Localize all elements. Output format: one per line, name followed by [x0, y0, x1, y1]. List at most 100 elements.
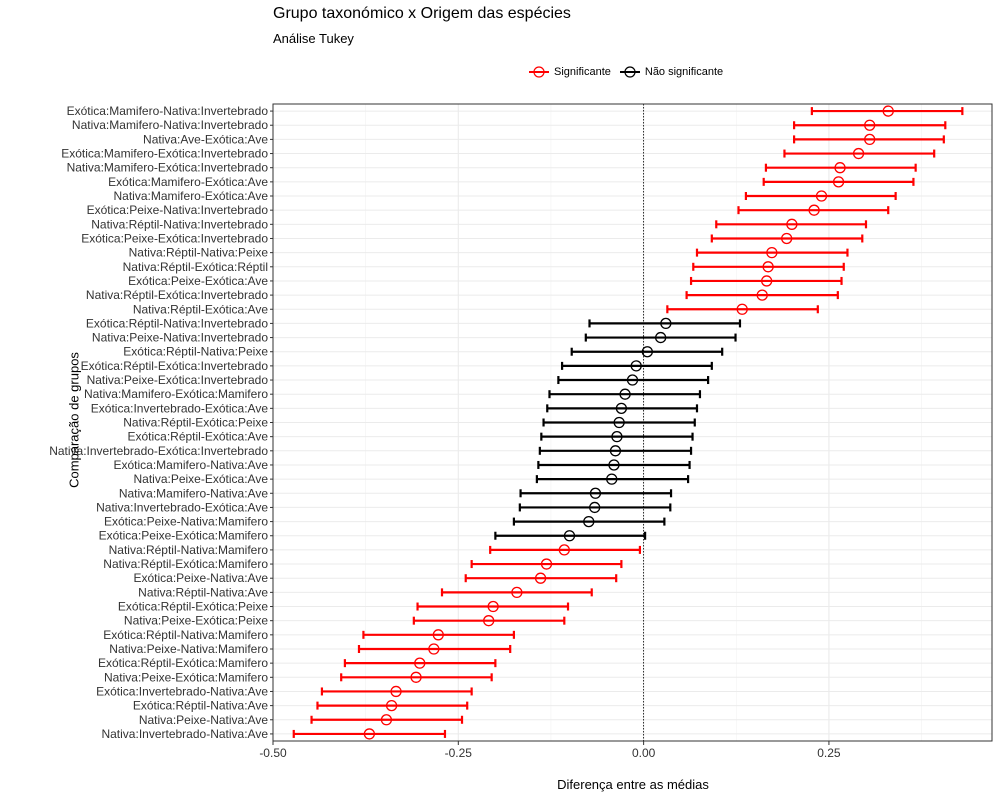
y-tick-label: Nativa:Mamifero-Nativa:Invertebrado	[72, 118, 268, 132]
y-tick-label: Exótica:Peixe-Nativa:Invertebrado	[87, 203, 269, 217]
y-tick-label: Exótica:Réptil-Nativa:Mamifero	[103, 628, 268, 642]
y-tick-label: Nativa:Invertebrado-Nativa:Ave	[101, 727, 268, 741]
mean-difference-point	[660, 317, 672, 330]
mean-difference-point	[410, 671, 422, 683]
mean-difference-point	[385, 699, 398, 712]
mean-difference-point	[615, 402, 628, 414]
mean-difference-point	[609, 445, 622, 457]
x-tick-label: -0.25	[445, 746, 473, 760]
y-tick-label: Nativa:Invertebrado-Exótica:Invertebrado	[49, 444, 268, 458]
mean-difference-point	[534, 572, 547, 584]
legend-key-significant-icon	[529, 66, 549, 78]
y-tick-label: Nativa:Réptil-Exótica:Mamifero	[103, 557, 268, 571]
legend: Significante Não significante	[528, 64, 731, 80]
y-tick-label: Exótica:Réptil-Exótica:Mamifero	[98, 656, 268, 670]
x-tick-label: 0.25	[817, 746, 841, 760]
y-tick-label: Nativa:Réptil-Nativa:Peixe	[129, 246, 269, 260]
x-axis-label: Diferença entre as médias	[557, 777, 709, 792]
y-tick-label: Nativa:Mamifero-Nativa:Ave	[119, 486, 268, 500]
y-tick-label: Exótica:Peixe-Exótica:Ave	[128, 274, 268, 288]
mean-difference-point	[390, 685, 402, 698]
mean-difference-point	[781, 232, 793, 245]
y-tick-label: Nativa:Mamifero-Exótica:Ave	[114, 189, 269, 203]
legend-key-not-significant-icon	[619, 66, 640, 78]
mean-difference-point	[414, 657, 426, 669]
mean-difference-point	[487, 600, 499, 613]
y-tick-label: Exótica:Réptil-Nativa:Peixe	[123, 345, 268, 359]
mean-difference-point	[736, 303, 748, 315]
y-tick-label: Exótica:Réptil-Exótica:Peixe	[118, 600, 268, 614]
y-tick-label: Exótica:Réptil-Exótica:Invertebrado	[81, 359, 269, 373]
y-tick-label: Nativa:Invertebrado-Exótica:Ave	[96, 500, 268, 514]
y-tick-label: Nativa:Réptil-Exótica:Réptil	[123, 260, 268, 274]
chart-subtitle: Análise Tukey	[273, 31, 354, 46]
y-tick-label: Exótica:Invertebrado-Exótica:Ave	[91, 401, 269, 415]
legend-item-not-significant: Não significante	[619, 65, 723, 79]
mean-difference-point	[808, 204, 820, 216]
mean-difference-point	[786, 218, 798, 230]
y-tick-label: Nativa:Peixe-Nativa:Invertebrado	[92, 331, 268, 345]
y-tick-label: Nativa:Réptil-Nativa:Invertebrado	[91, 217, 268, 231]
y-tick-label: Exótica:Invertebrado-Nativa:Ave	[96, 684, 268, 698]
mean-difference-point	[756, 289, 768, 301]
mean-difference-point	[613, 416, 625, 429]
y-tick-label: Exótica:Réptil-Nativa:Invertebrado	[86, 316, 268, 330]
y-tick-label: Nativa:Réptil-Exótica:Peixe	[123, 416, 268, 430]
y-tick-label: Nativa:Mamifero-Exótica:Invertebrado	[67, 161, 269, 175]
mean-difference-point	[815, 190, 828, 202]
mean-difference-point	[630, 360, 642, 372]
legend-label-not-significant: Não significante	[644, 66, 724, 78]
mean-difference-point	[606, 473, 618, 485]
mean-difference-point	[655, 331, 667, 344]
mean-difference-point	[832, 176, 845, 188]
y-tick-label: Exótica:Réptil-Nativa:Ave	[133, 699, 268, 713]
mean-difference-point	[766, 246, 778, 259]
mean-difference-point	[511, 586, 523, 599]
mean-difference-point	[762, 261, 774, 273]
y-tick-label: Exótica:Mamifero-Exótica:Invertebrado	[61, 147, 268, 161]
mean-difference-point	[540, 558, 553, 570]
y-tick-label: Nativa:Réptil-Nativa:Mamifero	[109, 543, 269, 557]
y-tick-label: Nativa:Réptil-Exótica:Invertebrado	[86, 288, 268, 302]
mean-difference-point	[761, 275, 773, 287]
mean-difference-point	[611, 431, 623, 443]
y-tick-label: Exótica:Peixe-Exótica:Invertebrado	[81, 231, 268, 245]
y-tick-label: Exótica:Mamifero-Nativa:Ave	[114, 458, 269, 472]
y-tick-label: Nativa:Peixe-Exótica:Invertebrado	[87, 373, 269, 387]
mean-difference-point	[864, 119, 876, 131]
mean-difference-point	[882, 105, 894, 117]
y-tick-label: Nativa:Peixe-Nativa:Mamifero	[109, 642, 268, 656]
x-tick-label: -0.50	[259, 746, 287, 760]
y-tick-label: Nativa:Peixe-Exótica:Ave	[133, 472, 268, 486]
mean-difference-point	[834, 162, 846, 174]
mean-difference-point	[608, 459, 620, 471]
mean-difference-point	[380, 714, 393, 726]
mean-difference-point	[483, 615, 495, 627]
mean-difference-point	[558, 544, 570, 556]
mean-difference-point	[589, 487, 602, 499]
chart-title: Grupo taxonómico x Origem das espécies	[273, 5, 571, 22]
mean-difference-point	[641, 346, 653, 358]
mean-difference-point	[432, 629, 444, 641]
plot-border	[272, 103, 993, 742]
y-axis-label: Comparação de grupos	[66, 352, 82, 488]
y-tick-label: Nativa:Peixe-Nativa:Ave	[139, 713, 268, 727]
mean-difference-point	[864, 133, 876, 146]
y-tick-label: Exótica:Mamifero-Nativa:Invertebrado	[67, 104, 269, 118]
y-tick-label: Exótica:Peixe-Exótica:Mamifero	[99, 529, 269, 543]
mean-difference-point	[852, 147, 865, 160]
legend-item-significant: Significante	[528, 65, 611, 79]
y-tick-label: Exótica:Réptil-Exótica:Ave	[127, 430, 268, 444]
y-tick-label: Exótica:Mamifero-Exótica:Ave	[108, 175, 268, 189]
legend-label-significant: Significante	[554, 66, 611, 78]
mean-difference-point	[428, 643, 440, 655]
mean-difference-point	[363, 728, 376, 740]
y-tick-label: Nativa:Ave-Exótica:Ave	[143, 132, 268, 146]
y-tick-label: Nativa:Réptil-Nativa:Ave	[138, 585, 268, 599]
mean-difference-point	[589, 501, 601, 514]
x-tick-label: 0.00	[632, 746, 656, 760]
mean-difference-point	[563, 530, 576, 542]
y-tick-label: Nativa:Mamifero-Exótica:Mamifero	[84, 387, 268, 401]
y-tick-label: Exótica:Peixe-Nativa:Ave	[133, 571, 268, 585]
